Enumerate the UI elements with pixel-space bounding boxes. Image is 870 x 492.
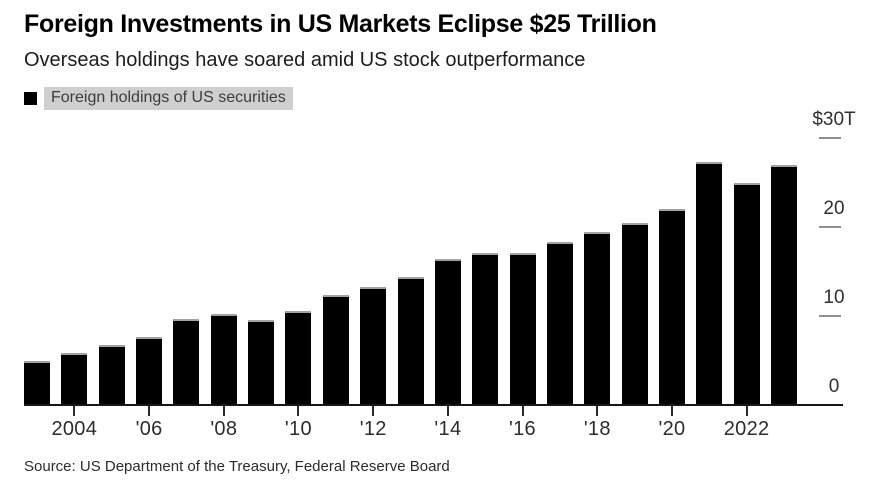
bar-2021 [696,162,723,405]
bar-2023 [771,164,797,405]
bar-2012 [360,286,387,405]
x-tick-2006 [148,406,151,416]
bar-2008 [210,314,237,405]
chart-title: Foreign Investments in US Markets Eclips… [24,10,657,38]
bar-2003 [24,361,50,405]
y-tick-label-30: $30T [812,109,856,130]
bar-2018 [584,232,611,405]
x-tick-label-2020: '20 [658,418,686,440]
x-tick-label-2018: '18 [583,418,611,440]
bar-2020 [659,209,685,405]
x-tick-2018 [596,406,599,416]
x-tick-label-2006: '06 [135,418,163,440]
x-tick-2008 [222,406,225,416]
y-tick-label-10: 10 [823,287,845,308]
bar-2011 [322,294,349,405]
bar-2010 [285,310,312,405]
x-tick-label-2016: '16 [509,418,536,440]
x-tick-2004 [73,406,76,416]
x-tick-label-2022: 2022 [723,418,770,440]
bar-2007 [173,318,200,405]
x-axis-baseline [24,404,843,406]
chart-subtitle: Overseas holdings have soared amid US st… [24,49,586,71]
bar-2019 [621,222,648,405]
x-tick-label-2014: '14 [434,418,462,440]
legend: Foreign holdings of US securities [24,86,293,110]
y-tick-20 [819,226,841,228]
x-tick-label-2008: '08 [210,418,238,440]
x-tick-2020 [671,406,673,416]
bar-2022 [733,182,760,405]
bar-2014 [434,259,461,405]
x-tick-2012 [372,406,375,416]
x-tick-label-2012: '12 [359,418,387,440]
x-tick-2022 [745,406,748,416]
bar-2015 [472,252,499,405]
y-tick-10 [819,315,841,317]
source-line: Source: US Department of the Treasury, F… [24,458,450,475]
y-tick-label-20: 20 [823,198,845,219]
x-tick-label-2010: '10 [284,418,312,440]
bar-2009 [248,319,275,405]
y-tick-label-0: 0 [828,376,840,397]
x-tick-2010 [297,406,300,416]
bar-2016 [509,252,536,405]
legend-label: Foreign holdings of US securities [44,86,293,110]
bar-2006 [136,336,163,405]
bar-2004 [61,352,88,405]
x-tick-2016 [521,406,524,416]
x-tick-2014 [446,406,449,416]
y-tick-30 [819,137,841,139]
bar-2005 [98,344,125,405]
bar-2017 [546,242,573,405]
x-tick-label-2004: 2004 [51,418,98,440]
bar-2013 [397,276,424,405]
legend-swatch-icon [24,91,37,105]
